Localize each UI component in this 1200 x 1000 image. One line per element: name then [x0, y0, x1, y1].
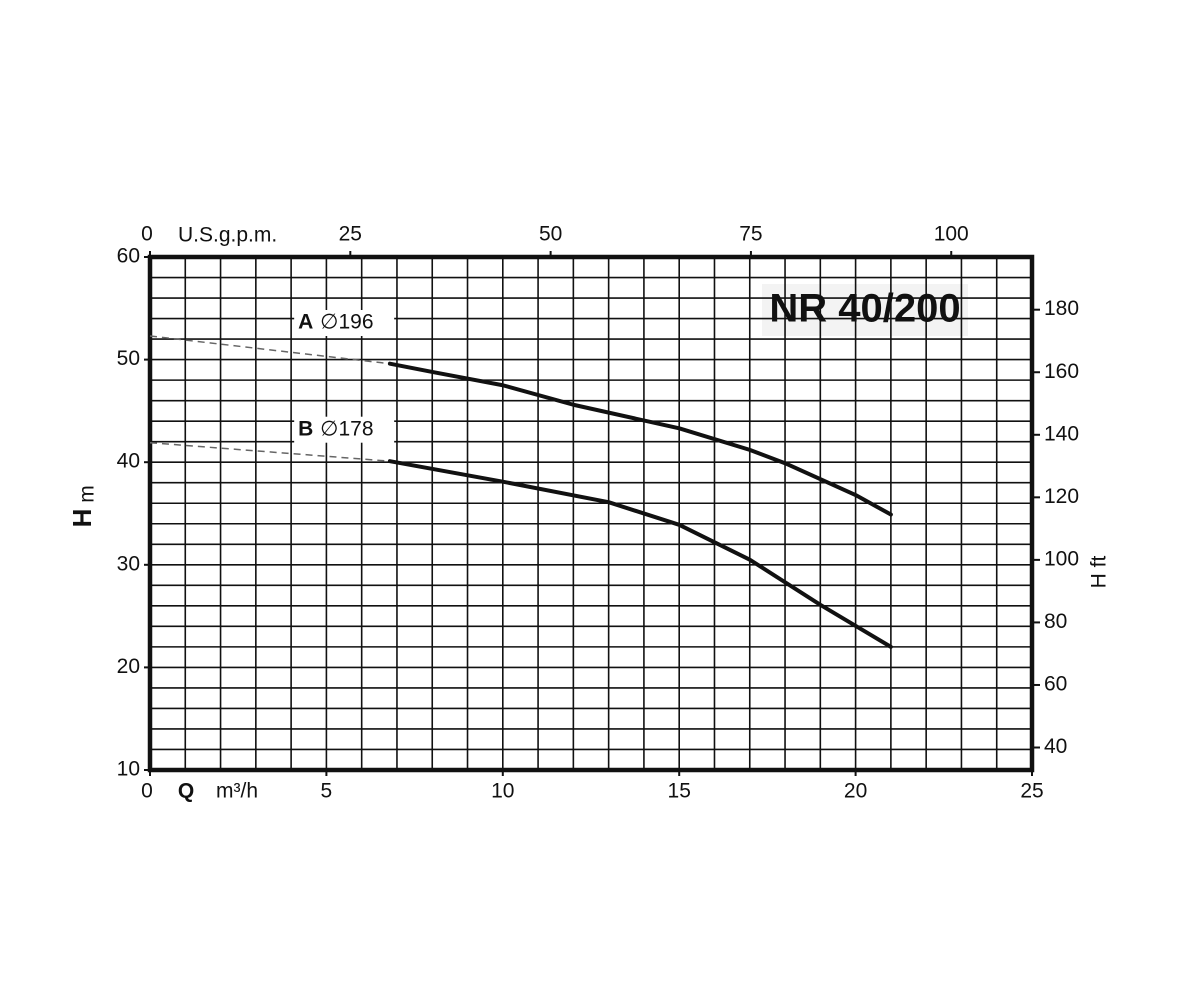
y-axis-symbol: H — [67, 509, 97, 528]
plot-frame — [147, 254, 1035, 773]
x-axis-symbol: Q — [178, 780, 194, 803]
x2-axis-label: U.S.g.p.m. — [178, 224, 277, 247]
x2-tick-label: 0 — [141, 223, 153, 246]
x-tick-label: 0 — [141, 780, 153, 803]
title-box — [762, 284, 968, 336]
y2-tick-label: 140 — [1044, 422, 1079, 445]
y2-tick-label: 180 — [1044, 297, 1079, 320]
curve-name: A — [298, 311, 313, 334]
x2-tick-label: 25 — [339, 223, 362, 246]
x-axis-unit: m³/h — [216, 780, 258, 803]
x-tick-label: 25 — [1020, 780, 1043, 803]
y-axis-unit: m — [76, 485, 99, 503]
x-tick-label: 20 — [844, 780, 867, 803]
y2-tick-label: 100 — [1044, 547, 1079, 570]
pump-curve — [387, 459, 893, 649]
x-tick-label: 15 — [668, 780, 691, 803]
x2-tick-label: 75 — [739, 223, 762, 246]
x2-tick-label: 100 — [934, 223, 969, 246]
extrapolated-curve — [149, 441, 390, 462]
y2-tick-label: 120 — [1044, 485, 1079, 508]
y-tick-label: 60 — [117, 245, 140, 268]
chart-title: NR 40/200 — [769, 287, 960, 331]
y-tick-label: 30 — [117, 552, 140, 575]
y-tick-label: 20 — [117, 655, 140, 678]
curve-name: B — [298, 417, 313, 440]
x2-tick-label: 50 — [539, 223, 562, 246]
curve-label-box — [294, 310, 395, 337]
y2-tick-label: 160 — [1044, 360, 1079, 383]
extrapolated-curve — [149, 335, 390, 365]
curve-diameter: ∅178 — [320, 417, 373, 440]
y-tick-label: 40 — [117, 450, 140, 473]
curve-label-box — [294, 416, 395, 443]
pump-curve — [387, 361, 893, 517]
curve-diameter: ∅196 — [320, 311, 373, 334]
x-tick-label: 10 — [491, 780, 514, 803]
y2-tick-label: 60 — [1044, 673, 1067, 696]
x-tick-label: 5 — [321, 780, 333, 803]
y2-axis-label: H ft — [1088, 556, 1111, 589]
y-tick-label: 10 — [117, 758, 140, 781]
grid — [149, 256, 1033, 771]
y-tick-label: 50 — [117, 347, 140, 370]
y2-tick-label: 80 — [1044, 610, 1067, 633]
y2-tick-label: 40 — [1044, 735, 1067, 758]
